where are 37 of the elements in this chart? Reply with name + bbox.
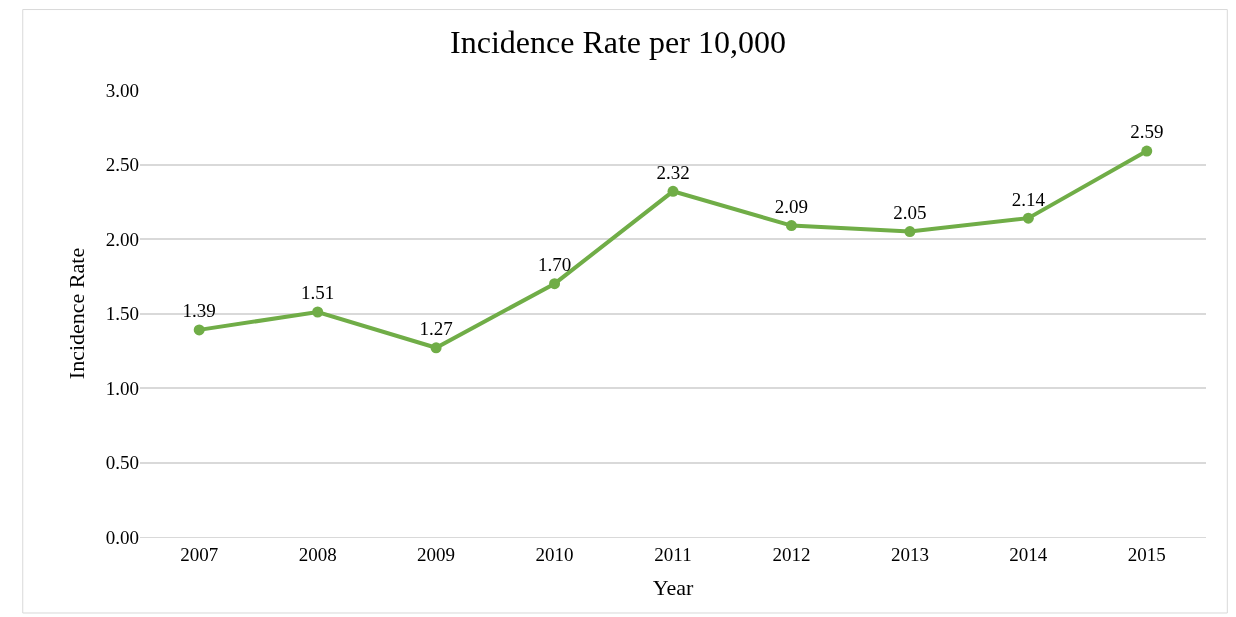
chart-title: Incidence Rate per 10,000 [450,24,786,61]
y-tick-label: 2.00 [105,228,139,250]
x-tick-label: 2010 [535,543,574,565]
data-label: 2.59 [1130,121,1164,143]
point [1141,145,1153,157]
point [785,220,797,232]
data-label: 2.14 [1011,188,1046,210]
point [193,324,205,336]
y-axis-title: Incidence Rate [63,247,89,380]
x-axis-title: Year [652,574,694,600]
x-tick-label: 2013 [890,543,929,565]
data-label: 1.51 [301,282,335,304]
y-tick-label: 1.50 [105,303,139,325]
point [904,226,916,238]
point [1022,212,1034,224]
x-tick-label: 2011 [654,543,692,565]
y-tick-label: 0.50 [105,452,139,474]
x-tick-label: 2009 [417,543,456,565]
x-tick-label: 2008 [298,543,337,565]
x-tick-label: 2014 [1009,543,1048,565]
data-label: 2.09 [774,195,809,217]
x-tick-label: 2007 [180,543,219,565]
x-tick-label: 2012 [772,543,811,565]
data-label: 2.32 [656,161,690,183]
data-label: 1.70 [537,254,572,276]
y-tick-label: 0.00 [105,526,139,548]
point [312,306,324,318]
y-tick-label: 2.50 [105,154,139,176]
point [430,342,442,354]
data-label: 1.39 [182,300,216,322]
y-tick-label: 1.00 [105,377,139,399]
data-label: 1.27 [419,318,453,340]
x-tick-label: 2015 [1127,543,1166,565]
y-tick-label: 3.00 [105,79,139,101]
point [549,278,561,290]
point [667,185,679,197]
data-label: 2.05 [893,201,927,223]
